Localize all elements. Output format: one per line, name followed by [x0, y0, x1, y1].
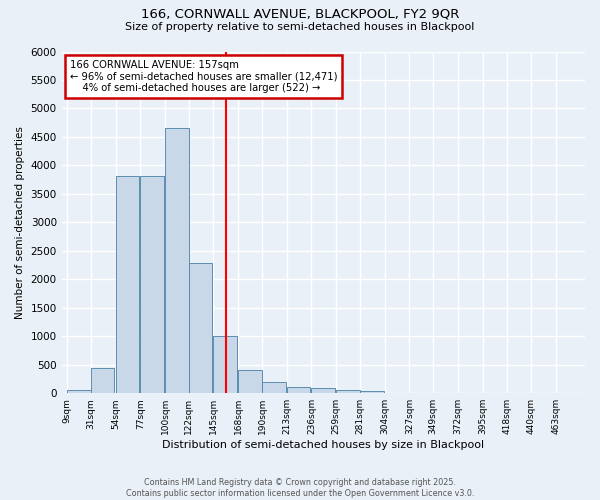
- Bar: [116, 176, 139, 393]
- Bar: [238, 370, 262, 393]
- Bar: [140, 176, 164, 393]
- Y-axis label: Number of semi-detached properties: Number of semi-detached properties: [15, 126, 25, 319]
- Bar: [262, 382, 286, 393]
- Text: Size of property relative to semi-detached houses in Blackpool: Size of property relative to semi-detach…: [125, 22, 475, 32]
- Bar: [214, 336, 237, 393]
- Text: Contains HM Land Registry data © Crown copyright and database right 2025.
Contai: Contains HM Land Registry data © Crown c…: [126, 478, 474, 498]
- Text: 166, CORNWALL AVENUE, BLACKPOOL, FY2 9QR: 166, CORNWALL AVENUE, BLACKPOOL, FY2 9QR: [141, 8, 459, 20]
- Bar: [360, 392, 383, 393]
- Bar: [189, 264, 212, 393]
- X-axis label: Distribution of semi-detached houses by size in Blackpool: Distribution of semi-detached houses by …: [162, 440, 484, 450]
- Bar: [91, 368, 115, 393]
- Bar: [336, 390, 360, 393]
- Bar: [287, 387, 310, 393]
- Text: 166 CORNWALL AVENUE: 157sqm
← 96% of semi-detached houses are smaller (12,471)
 : 166 CORNWALL AVENUE: 157sqm ← 96% of sem…: [70, 60, 337, 93]
- Bar: [311, 388, 335, 393]
- Bar: [165, 128, 189, 393]
- Bar: [67, 390, 91, 393]
